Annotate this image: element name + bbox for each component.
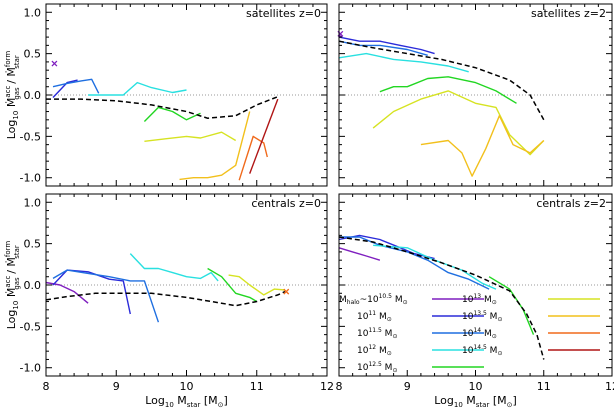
x-tick-label: 9: [404, 380, 411, 393]
legend-label: 1011 M⊙: [357, 310, 392, 323]
series-line: [338, 40, 428, 56]
series-line: [228, 274, 285, 296]
x-tick-label: 12: [320, 380, 334, 393]
legend-entry: 1012 M⊙: [357, 344, 484, 357]
panel-label: centrals z=0: [251, 197, 321, 210]
x-tick-label: 8: [336, 380, 343, 393]
x-tick-label: 9: [113, 380, 120, 393]
legend-label: Mhalo~1010.5 M⊙: [339, 293, 408, 306]
series-line: [207, 267, 258, 303]
legend-entry: 1011 M⊙: [357, 310, 484, 323]
median-line: [45, 290, 286, 307]
series-line: [338, 36, 435, 55]
y-axis-label: Log10 Ṁaccgas / Ṁformstar: [4, 51, 21, 140]
chart-legend: Mhalo~1010.5 M⊙ 1011 M⊙ 1011.5 M⊙ 1012 M⊙ 10…: [339, 293, 600, 374]
cross-marker: [283, 288, 290, 295]
series-line: [52, 78, 100, 94]
x-tick-label: 8: [43, 380, 50, 393]
series-line: [143, 106, 201, 122]
x-tick-label: 11: [537, 380, 551, 393]
y-tick-label: 1.0: [24, 196, 42, 209]
cross-marker: [51, 60, 58, 67]
chart-panels: -1.0 -0.5 0.0 0.5 1.0 satellites z=0 satellite…: [20, 3, 614, 393]
legend-entry: Mhalo~1010.5 M⊙: [339, 293, 484, 306]
legend-label: 1013 M⊙: [462, 293, 497, 306]
cross-marker-stroke: [283, 288, 290, 295]
panel-frame: [338, 3, 613, 187]
series-line: [249, 98, 279, 174]
panel-cen_z0: -1.0 -0.5 0.0 0.5 1.0 8 9 10 11 12 centrals z=0: [20, 193, 334, 393]
median-line: [46, 96, 279, 119]
series-line: [373, 244, 497, 290]
x-tick-label: 11: [250, 380, 264, 393]
series-line: [45, 281, 89, 304]
y-axis-label: Log10 Ṁaccgas / Ṁformstar: [4, 241, 21, 330]
x-tick-label: 10: [180, 380, 194, 393]
legend-entry: 1011.5 M⊙: [357, 327, 484, 340]
y-tick-label: -0.5: [20, 320, 41, 333]
cross-marker-stroke: [51, 60, 58, 67]
legend-entry: 1014.5 M⊙: [462, 344, 600, 357]
legend-entry: 1014 M⊙: [462, 327, 600, 340]
series-line: [52, 269, 160, 323]
legend-label: 1014.5 M⊙: [462, 344, 502, 357]
y-tick-label: -1.0: [20, 172, 41, 185]
panel-label: centrals z=2: [536, 197, 606, 210]
series-line: [129, 253, 219, 282]
legend-entry: 1013.5 M⊙: [462, 310, 600, 323]
x-tick-label: 10: [469, 380, 483, 393]
median-line: [338, 40, 545, 121]
series-line: [144, 131, 237, 142]
axis-labels: Log10 Mstar [M⊙] Log10 Mstar [M⊙] Log10 Ṁa…: [4, 51, 517, 409]
panel-label: satellites z=0: [246, 7, 321, 20]
series-line: [339, 236, 490, 290]
series-line: [338, 52, 469, 73]
y-tick-label: 0.0: [24, 279, 42, 292]
y-tick-label: 0.0: [24, 89, 42, 102]
panel-sat_z0: -1.0 -0.5 0.0 0.5 1.0 satellites z=0: [20, 3, 328, 187]
series-line: [372, 90, 545, 156]
series-line: [52, 79, 78, 98]
legend-label: 1011.5 M⊙: [357, 327, 397, 340]
series-line: [52, 269, 131, 315]
legend-label: 1012.5 M⊙: [357, 361, 397, 374]
x-axis-label: Log10 Mstar [M⊙]: [434, 394, 517, 409]
panel-sat_z2: satellites z=2: [337, 3, 613, 187]
series-line: [338, 247, 381, 261]
panel-label: satellites z=2: [531, 7, 606, 20]
series-line: [179, 111, 251, 181]
y-tick-label: 0.5: [24, 238, 42, 251]
series-line: [238, 135, 268, 181]
series-line: [88, 81, 187, 96]
legend-label: 1013.5 M⊙: [462, 310, 502, 323]
series-line: [420, 114, 545, 177]
x-axis-label: Log10 Mstar [M⊙]: [145, 394, 228, 409]
legend-label: 1014 M⊙: [462, 327, 497, 340]
panel-cen_z2: 8 9 10 11 12 centrals z=2: [336, 193, 614, 393]
series-line: [379, 76, 517, 104]
legend-entry: 1012.5 M⊙: [357, 361, 484, 374]
y-tick-label: -0.5: [20, 130, 41, 143]
legend-entry: 1013 M⊙: [462, 293, 600, 306]
y-tick-label: 1.0: [24, 6, 42, 19]
series-line: [488, 276, 535, 335]
x-tick-label: 12: [605, 380, 614, 393]
legend-label: 1012 M⊙: [357, 344, 392, 357]
y-tick-label: 0.5: [24, 48, 42, 61]
y-tick-label: -1.0: [20, 362, 41, 375]
